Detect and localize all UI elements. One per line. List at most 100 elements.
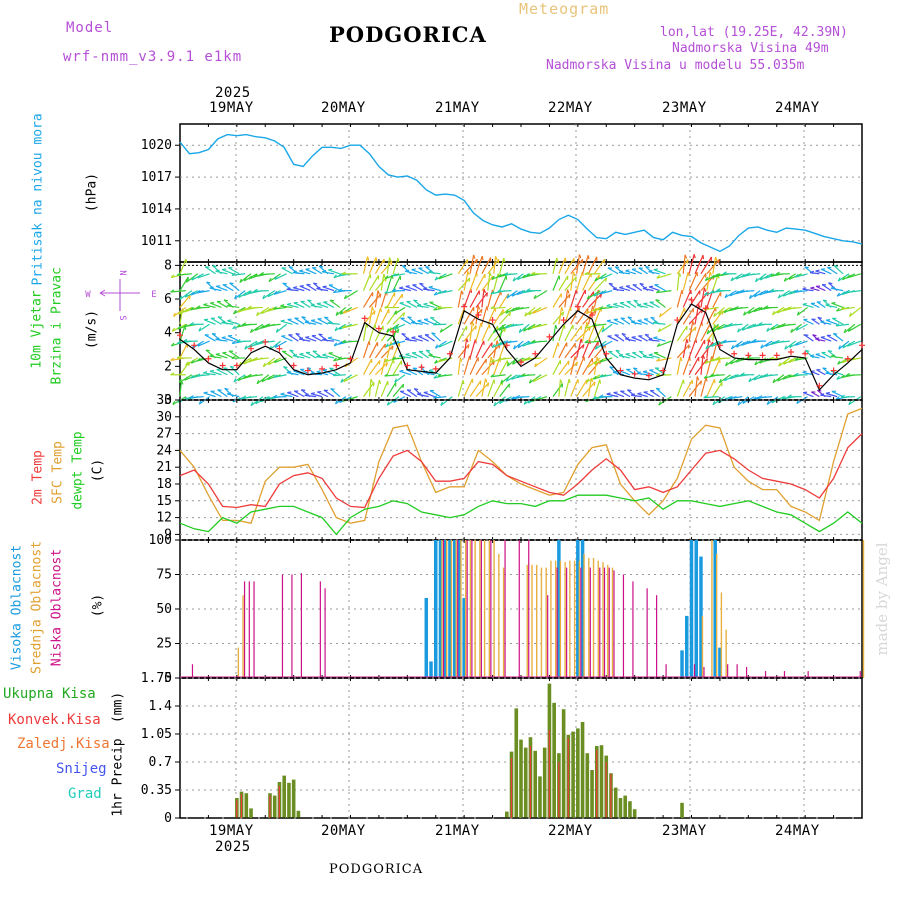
wind-arrow [700,323,711,342]
wind-arrow [588,293,602,308]
wind-arrow [362,323,367,342]
wind-arrow-head [599,290,604,295]
cloud-bar-2 [580,567,582,678]
wind-arrow [820,394,832,398]
wind-arrow [833,265,844,275]
wind-arrow-head [475,259,478,264]
wind-arrow-head [710,342,715,347]
wind-arrow-head [782,292,787,297]
wind-arrow [493,256,497,274]
wind-arrow [825,304,838,309]
wind-arrow-head [764,373,769,377]
wind-arrow [649,389,660,398]
wind-arrow-head [619,286,624,289]
precip-bar-conv [529,746,531,818]
wind-arrow-head [645,265,650,269]
wind-arrow [638,335,648,342]
wind-arrow-head [209,354,214,357]
precip-bar-total [618,798,623,818]
wind-arrow [838,340,850,350]
wind-arrow [772,374,785,384]
wind-arrow-head [391,356,396,360]
wind-arrow [758,396,773,399]
wind-arrow-head [491,275,495,280]
wind-arrow-head [216,285,221,287]
wind-arrow [576,271,584,291]
wind-arrow [273,396,287,398]
wind-gust-marker [674,317,681,324]
wind-arrow [417,393,429,398]
compass-arrow-icon [99,289,106,297]
cloud-bar-1 [474,540,476,678]
wind-arrow-head [631,320,636,323]
wind-arrow-head [491,343,496,348]
wind-arrow [830,355,844,359]
wind-arrow-head [247,373,252,377]
wind-arrow [606,305,619,309]
wind-arrow [386,382,397,397]
wind-arrow [399,355,411,359]
wind-arrow-head [584,271,589,275]
wind-arrow-head [517,276,521,280]
wind-arrow [428,271,441,275]
wind-arrow [755,273,767,283]
wind-arrow-head [399,302,404,304]
wind-arrow-head [437,358,442,363]
wind-arrow [266,323,281,327]
year-label-bottom: 2025 [215,839,251,855]
wind-arrow-head [846,274,851,279]
wind-arrow-head [847,327,851,332]
wind-gust-marker [631,370,638,377]
wind-arrow-head [262,362,266,368]
wind-arrow-head [817,316,822,319]
cloud-bar-1 [725,629,727,678]
wind-arrow [706,271,711,291]
wind-arrow-head [267,292,271,297]
wind-arrow [703,396,719,399]
wind-arrow [231,273,246,276]
wind-arrow-head [475,325,477,330]
wind-arrow-head [653,268,658,271]
day-label-top-2: 21MAY [435,100,480,116]
wind-arrow-head [652,320,658,324]
wind-arrow [179,294,191,308]
wind-arrow [487,356,492,375]
wind-arrow-head [504,324,509,329]
wind-arrow [281,350,293,359]
wind-arrow [273,290,287,295]
wind-arrow [632,352,643,359]
wind-arrow-head [434,276,438,281]
wind-arrow-head [316,370,321,373]
wind-arrow-head [731,345,734,350]
wind-arrow [227,335,240,342]
wind-arrow-head [231,340,236,345]
day-label-top-3: 22MAY [548,100,593,116]
cloud-bar-2 [807,671,809,678]
wind-arrow [584,340,601,344]
wind-arrow [831,317,844,325]
wind-arrow [368,275,380,291]
wind-arrow [504,273,518,276]
wind-arrow [607,335,619,342]
wind-arrow-head [437,290,442,294]
wind-arrow [438,340,453,348]
wind-arrow [847,340,862,347]
precip-bar-total [680,802,684,818]
wind-arrow [614,334,625,342]
wind-arrow [493,323,506,334]
wind-arrow [487,344,501,359]
wind-arrow [648,354,660,359]
wind-arrow [534,357,548,368]
wind-arrow [275,323,287,333]
wind-arrow [513,340,524,350]
model-elevation-label: Nadmorska Visina u modelu 55.035m [546,58,805,73]
wind-arrow [638,267,649,275]
precip-bar-conv [236,800,238,818]
wind-arrow-head [394,378,397,383]
wind-arrow [439,323,453,333]
wind-arrow-head [433,322,438,326]
wind-arrow-head [176,355,181,359]
wind-arrow-head [321,337,327,341]
wind-arrow [688,271,698,291]
wind-arrow [274,273,287,280]
